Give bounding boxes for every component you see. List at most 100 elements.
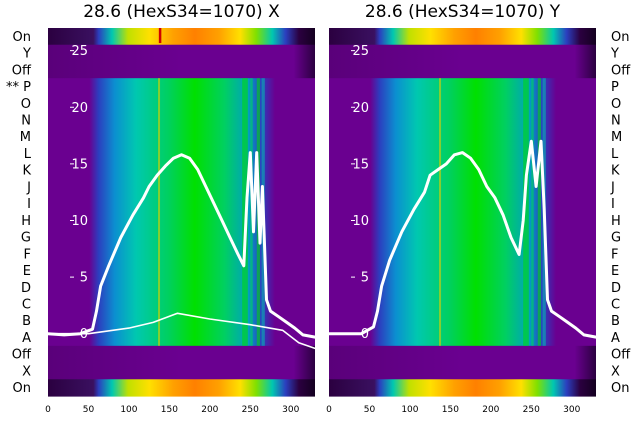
- heatmap-row-17: [329, 295, 596, 313]
- xtick-label: 150: [442, 405, 459, 415]
- row-label: X: [22, 364, 31, 379]
- heatmap-row-22: [48, 379, 315, 397]
- streak-1: [523, 78, 529, 346]
- row-label: Off: [12, 348, 32, 363]
- row-label: K: [611, 164, 620, 179]
- row-label: A: [22, 331, 31, 346]
- row-label: N: [21, 114, 31, 129]
- ytick-label: 5: [80, 271, 88, 286]
- heatmap-row-7: [48, 128, 315, 146]
- heatmap-row-13: [48, 228, 315, 247]
- heatmap-row-20: [329, 345, 596, 364]
- row-label: ** P: [6, 80, 31, 95]
- xtick-label: 250: [242, 405, 259, 415]
- row-label: On: [13, 30, 31, 45]
- row-label: Off: [611, 348, 631, 363]
- ytick-label: 0: [361, 327, 369, 342]
- heatmap-row-1: [329, 28, 596, 46]
- row-label: Y: [22, 47, 31, 62]
- heatmap-row-18: [48, 312, 315, 330]
- row-label: E: [611, 264, 619, 279]
- heatmap-row-6: [48, 111, 315, 129]
- row-label: On: [13, 381, 31, 396]
- row-label: F: [24, 247, 31, 262]
- heatmap-row-4: [329, 78, 596, 96]
- row-label: B: [22, 314, 31, 329]
- row-label: L: [611, 147, 619, 162]
- row-label: J: [26, 180, 31, 195]
- ytick-label: 20: [71, 101, 88, 116]
- series-line-1: [327, 139, 598, 339]
- row-label: O: [21, 97, 31, 112]
- ytick-label: 20: [352, 101, 369, 116]
- ytick-label: 0: [80, 327, 88, 342]
- ytick-label: 10: [352, 214, 369, 229]
- row-label: G: [21, 231, 31, 246]
- row-label: H: [611, 214, 621, 229]
- row-label: On: [611, 30, 629, 45]
- streak-3: [537, 78, 541, 346]
- xtick-label: 200: [482, 405, 499, 415]
- xtick-label: 200: [201, 405, 218, 415]
- heatmap-row-3: [48, 61, 315, 79]
- row-label: M: [20, 130, 31, 145]
- xtick-label: 250: [523, 405, 540, 415]
- row-label: D: [611, 281, 621, 296]
- row-label: I: [27, 197, 31, 212]
- heatmap-row-9: [48, 161, 315, 180]
- row-label: J: [610, 180, 615, 195]
- series-line-2: [47, 312, 316, 350]
- row-label: Y: [610, 47, 619, 62]
- series-line-1: [46, 151, 317, 339]
- row-label: L: [24, 147, 32, 162]
- xtick-label: 100: [401, 405, 418, 415]
- heatmap-row-16: [329, 278, 596, 297]
- row-label: N: [611, 114, 621, 129]
- heatmap-row-20: [48, 345, 315, 364]
- chart-panel-2: 28.6 (HexS34=1070) YOnYOffPONMLKJIHGFEDC…: [326, 2, 631, 415]
- heatmap-row-12: [329, 212, 596, 230]
- ytick-label: 5: [361, 271, 369, 286]
- heatmap-row-19: [329, 329, 596, 347]
- row-label: G: [611, 231, 621, 246]
- heatmap-row-10: [329, 178, 596, 196]
- heatmap-row-21: [329, 362, 596, 380]
- heatmap-cells: [329, 28, 596, 397]
- row-label: A: [611, 331, 620, 346]
- chart-title: 28.6 (HexS34=1070) Y: [365, 2, 561, 22]
- ytick-label: 25: [71, 44, 88, 59]
- row-label: On: [611, 381, 629, 396]
- xtick-label: 0: [45, 405, 51, 415]
- row-label: I: [611, 197, 615, 212]
- xtick-label: 0: [326, 405, 332, 415]
- streak-yellow: [439, 78, 442, 346]
- chart-title: 28.6 (HexS34=1070) X: [83, 2, 280, 22]
- streak-yellow: [158, 78, 161, 346]
- heatmap-row-11: [48, 195, 315, 213]
- xtick-label: 50: [364, 405, 376, 415]
- row-label: Off: [611, 63, 631, 78]
- heatmap-row-5: [48, 94, 315, 113]
- row-label: H: [21, 214, 31, 229]
- heatmap-row-14: [329, 245, 596, 263]
- heatmap-row-2: [329, 44, 596, 63]
- row-label: B: [611, 314, 620, 329]
- ytick-label: 15: [71, 157, 88, 172]
- row-label: Off: [12, 63, 32, 78]
- ytick-label: 15: [352, 157, 369, 172]
- row-label: F: [611, 247, 618, 262]
- row-label: D: [21, 281, 31, 296]
- xtick-label: 300: [282, 405, 299, 415]
- heatmap-row-14: [48, 245, 315, 263]
- xtick-label: 300: [563, 405, 580, 415]
- heatmap-row-17: [48, 295, 315, 313]
- row-label: X: [611, 364, 620, 379]
- ytick-label: 10: [71, 214, 88, 229]
- heatmap-row-22: [329, 379, 596, 397]
- heatmap-row-4: [48, 78, 315, 96]
- row-label: C: [611, 298, 620, 313]
- xtick-label: 150: [161, 405, 178, 415]
- heatmap-row-21: [48, 362, 315, 380]
